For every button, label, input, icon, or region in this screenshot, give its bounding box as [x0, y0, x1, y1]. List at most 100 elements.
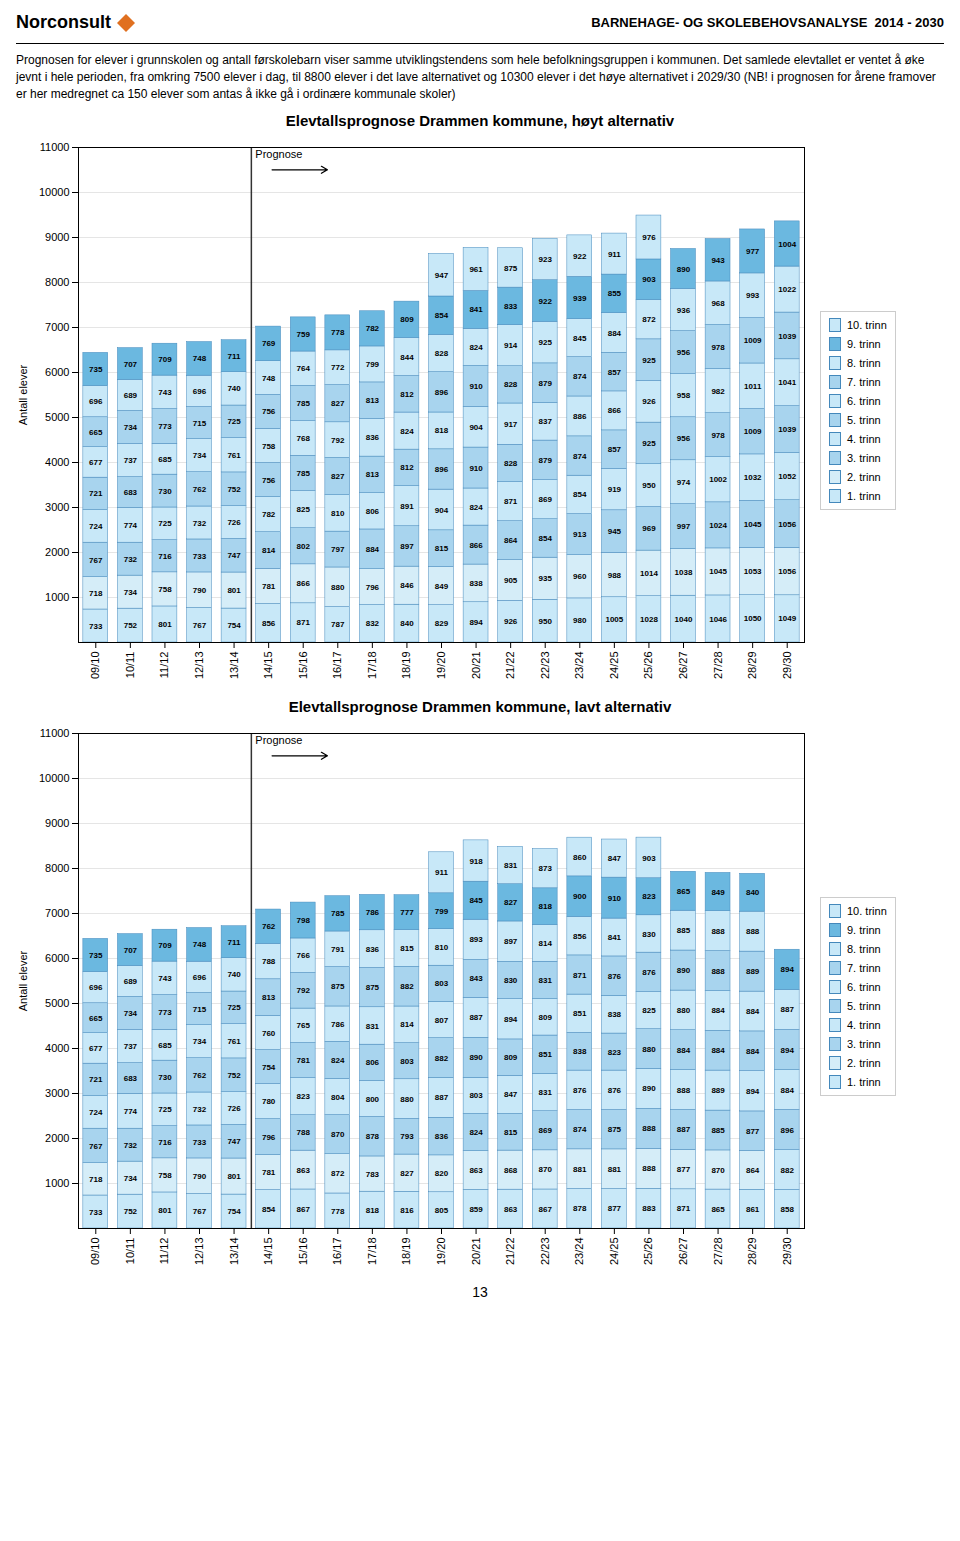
svg-text:828: 828: [504, 459, 518, 468]
svg-text:748: 748: [193, 941, 207, 950]
svg-text:27/28: 27/28: [712, 1238, 724, 1266]
svg-text:778: 778: [331, 1207, 345, 1216]
svg-text:910: 910: [469, 382, 483, 391]
svg-text:891: 891: [400, 502, 414, 511]
svg-text:707: 707: [124, 946, 138, 955]
svg-text:876: 876: [608, 1086, 622, 1095]
svg-text:767: 767: [89, 556, 103, 565]
svg-text:734: 734: [124, 1009, 138, 1018]
svg-text:888: 888: [746, 928, 760, 937]
svg-text:889: 889: [711, 1087, 725, 1096]
svg-text:836: 836: [435, 1133, 449, 1142]
svg-text:890: 890: [677, 967, 691, 976]
svg-text:831: 831: [539, 976, 553, 985]
svg-text:725: 725: [158, 520, 172, 529]
svg-text:960: 960: [573, 573, 587, 582]
svg-text:884: 884: [746, 1047, 760, 1056]
svg-text:818: 818: [366, 1206, 380, 1215]
svg-text:923: 923: [539, 255, 553, 264]
svg-text:823: 823: [297, 1093, 311, 1102]
svg-text:725: 725: [227, 1004, 241, 1013]
svg-text:875: 875: [608, 1126, 622, 1135]
svg-text:29/30: 29/30: [781, 1238, 793, 1266]
svg-text:846: 846: [400, 582, 414, 591]
svg-text:884: 884: [366, 545, 380, 554]
svg-text:913: 913: [573, 531, 587, 540]
svg-text:919: 919: [608, 486, 622, 495]
svg-text:785: 785: [297, 400, 311, 409]
svg-text:813: 813: [366, 397, 380, 406]
svg-text:785: 785: [297, 469, 311, 478]
svg-text:768: 768: [297, 434, 311, 443]
svg-text:861: 861: [746, 1205, 760, 1214]
svg-text:777: 777: [400, 909, 414, 918]
svg-text:849: 849: [435, 582, 449, 591]
svg-text:16/17: 16/17: [331, 652, 343, 680]
svg-text:685: 685: [158, 455, 172, 464]
svg-text:904: 904: [435, 506, 449, 515]
svg-text:1000: 1000: [45, 1177, 69, 1189]
svg-text:878: 878: [573, 1205, 587, 1214]
svg-text:824: 824: [331, 1056, 345, 1065]
svg-text:823: 823: [642, 893, 656, 902]
svg-text:685: 685: [158, 1041, 172, 1050]
svg-text:28/29: 28/29: [746, 652, 758, 680]
svg-text:871: 871: [297, 619, 311, 628]
svg-text:956: 956: [677, 349, 691, 358]
svg-text:887: 887: [781, 1006, 795, 1015]
svg-text:815: 815: [400, 944, 414, 953]
svg-text:790: 790: [193, 1172, 207, 1181]
svg-text:11000: 11000: [40, 727, 70, 739]
svg-text:867: 867: [297, 1205, 311, 1214]
svg-text:762: 762: [262, 923, 276, 932]
svg-text:885: 885: [677, 927, 691, 936]
svg-text:8000: 8000: [45, 276, 69, 288]
svg-text:762: 762: [193, 485, 207, 494]
svg-text:884: 884: [608, 329, 622, 338]
svg-text:733: 733: [89, 622, 103, 631]
svg-text:752: 752: [227, 485, 241, 494]
svg-text:849: 849: [711, 888, 725, 897]
svg-text:724: 724: [89, 522, 103, 531]
svg-text:824: 824: [469, 503, 483, 512]
svg-text:781: 781: [297, 1057, 311, 1066]
svg-text:939: 939: [573, 294, 587, 303]
svg-text:786: 786: [366, 909, 380, 918]
svg-text:888: 888: [642, 1165, 656, 1174]
svg-text:820: 820: [435, 1170, 449, 1179]
svg-text:773: 773: [158, 1008, 172, 1017]
svg-text:715: 715: [193, 419, 207, 428]
svg-text:788: 788: [262, 958, 276, 967]
svg-text:968: 968: [711, 299, 725, 308]
svg-text:1024: 1024: [709, 521, 727, 530]
svg-text:887: 887: [677, 1126, 691, 1135]
svg-text:764: 764: [297, 365, 311, 374]
svg-text:783: 783: [366, 1170, 380, 1179]
svg-text:734: 734: [193, 452, 207, 461]
svg-text:1056: 1056: [778, 520, 796, 529]
svg-text:836: 836: [366, 434, 380, 443]
svg-text:827: 827: [331, 473, 345, 482]
svg-text:780: 780: [262, 1098, 276, 1107]
svg-text:897: 897: [504, 938, 518, 947]
svg-text:796: 796: [262, 1133, 276, 1142]
svg-text:13/14: 13/14: [228, 1238, 240, 1266]
svg-text:884: 884: [711, 1047, 725, 1056]
svg-text:851: 851: [573, 1010, 587, 1019]
svg-text:737: 737: [124, 456, 138, 465]
svg-text:733: 733: [193, 552, 207, 561]
svg-text:854: 854: [435, 312, 449, 321]
svg-text:838: 838: [469, 579, 483, 588]
svg-text:876: 876: [573, 1086, 587, 1095]
svg-text:734: 734: [124, 423, 138, 432]
svg-text:816: 816: [400, 1206, 414, 1215]
svg-text:26/27: 26/27: [677, 1238, 689, 1266]
svg-text:875: 875: [331, 983, 345, 992]
svg-text:827: 827: [400, 1169, 414, 1178]
svg-text:767: 767: [193, 1207, 207, 1216]
svg-text:943: 943: [711, 256, 725, 265]
svg-text:976: 976: [642, 233, 656, 242]
svg-text:866: 866: [608, 407, 622, 416]
svg-text:3000: 3000: [45, 501, 69, 513]
svg-text:14/15: 14/15: [262, 652, 274, 680]
